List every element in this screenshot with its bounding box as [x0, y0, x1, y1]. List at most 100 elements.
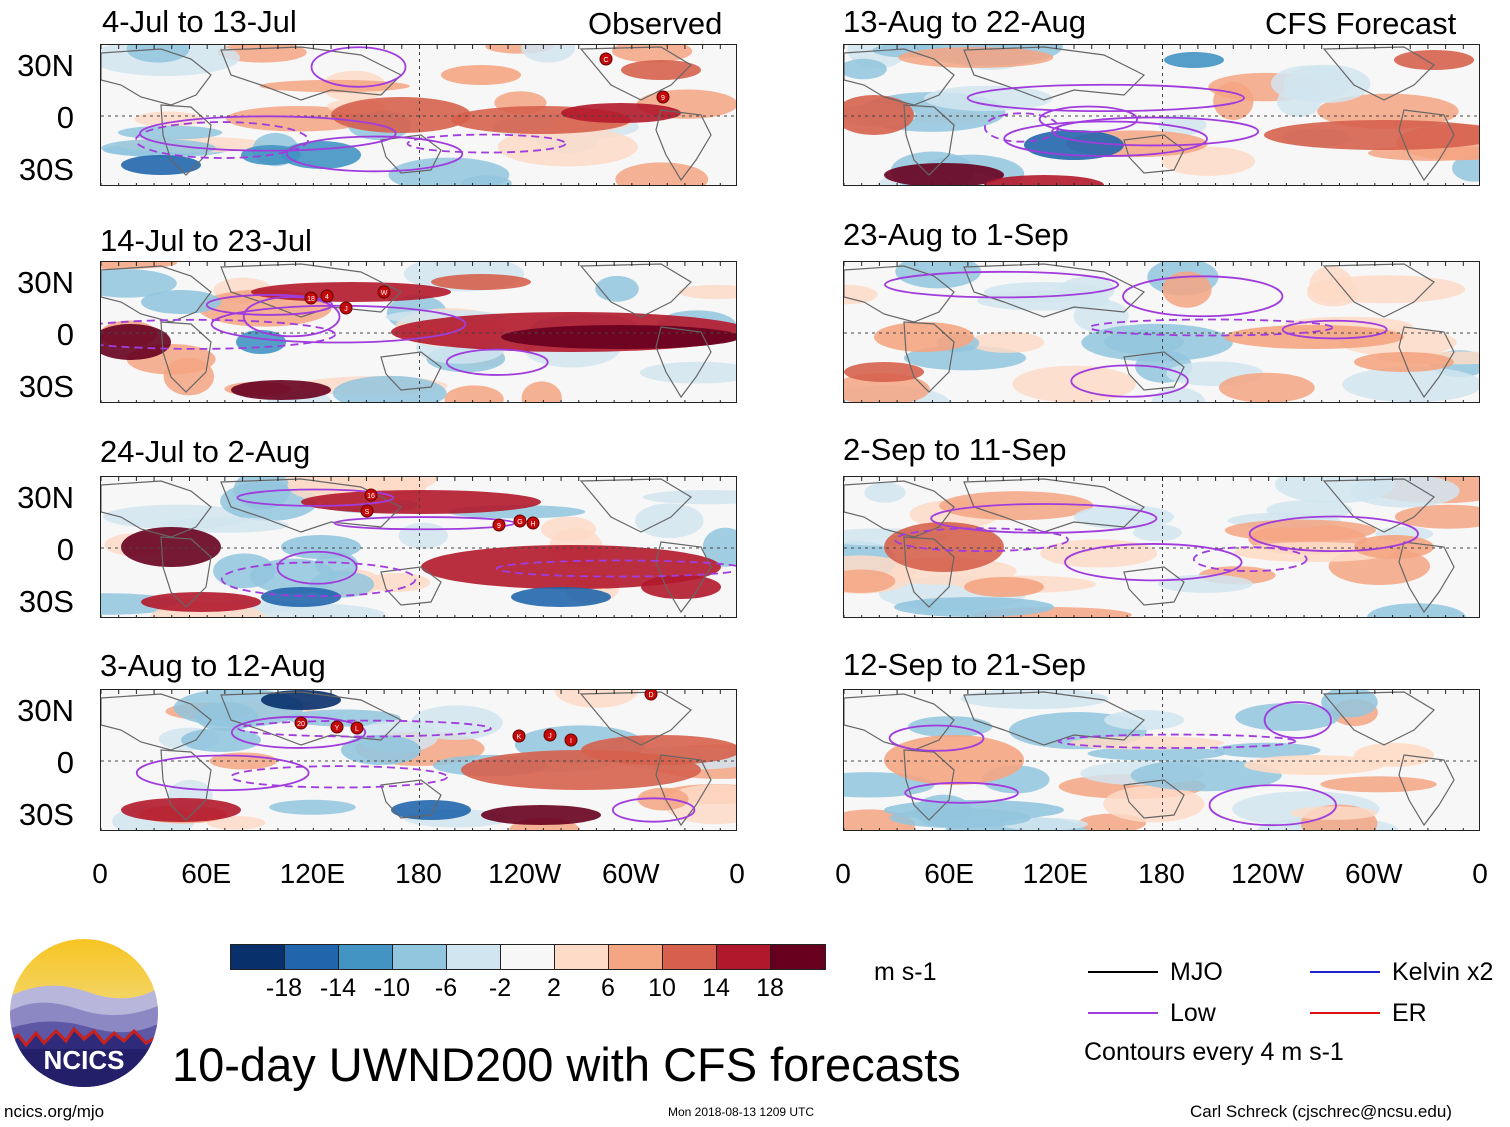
lon-label: 60W [602, 858, 660, 889]
storm-marker: J [543, 728, 557, 742]
svg-text:9: 9 [497, 523, 501, 530]
svg-text:J: J [548, 733, 552, 740]
legend-mjo-label: MJO [1170, 958, 1223, 986]
colorbar-tick-label: 14 [702, 974, 730, 1002]
lon-label: 0 [835, 858, 851, 889]
colorbar-tick-label: -6 [434, 974, 458, 1002]
storm-marker: 16 [364, 488, 378, 502]
forecast-panel-2-title: 23-Aug to 1-Sep [843, 217, 1069, 252]
legend-kelvin-label: Kelvin x2 [1392, 958, 1494, 986]
colorbar-units: m s-1 [874, 958, 937, 986]
storm-marker: K [512, 729, 526, 743]
lat-label: 0 [56, 532, 74, 567]
svg-text:C: C [603, 57, 608, 64]
svg-text:4: 4 [325, 294, 329, 301]
storm-marker: 9 [656, 90, 670, 104]
storm-marker: 4 [320, 289, 334, 303]
forecast-panel-1-map [843, 44, 1480, 186]
ncics-logo: NCICS [8, 937, 160, 1089]
lon-label: 0 [729, 858, 745, 889]
svg-text:I: I [570, 738, 572, 745]
colorbar-tick-label: -2 [488, 974, 512, 1002]
svg-text:K: K [517, 734, 522, 741]
storm-marker: 18 [304, 291, 318, 305]
forecast-header: CFS Forecast [1265, 6, 1457, 41]
colorbar-swatch [285, 945, 339, 969]
lat-label: 30N [17, 265, 74, 300]
legend-contours-note: Contours every 4 m s-1 [1084, 1038, 1344, 1066]
svg-text:20: 20 [297, 721, 305, 728]
lon-label: 0 [1472, 858, 1488, 889]
lon-label: 120E [279, 858, 346, 889]
colorbar-swatch [609, 945, 663, 969]
observed-panel-2-title: 14-Jul to 23-Jul [100, 223, 312, 258]
forecast-panel-4-map [843, 689, 1480, 831]
lat-label: 0 [56, 317, 74, 352]
storm-marker: L [350, 721, 364, 735]
forecast-panel-2-map [843, 261, 1480, 403]
lat-label: 30N [17, 480, 74, 515]
lat-label: 30S [18, 369, 74, 404]
lon-label: 180 [1138, 858, 1185, 889]
lon-label: 120W [488, 858, 562, 889]
storm-marker: H [526, 516, 540, 530]
footer-timestamp: Mon 2018-08-13 1209 UTC [668, 1105, 815, 1119]
lon-label: 120W [1231, 858, 1305, 889]
svg-text:Y: Y [335, 725, 340, 732]
observed-panel-3-title: 24-Jul to 2-Aug [100, 434, 311, 469]
forecast-panel-3-map [843, 476, 1480, 618]
storm-marker: G [513, 514, 527, 528]
lon-label: 60E [181, 858, 232, 889]
colorbar-swatch [447, 945, 501, 969]
colorbar-tick-label: -10 [373, 974, 411, 1002]
storm-marker: J [339, 301, 353, 315]
storm-marker: 20 [294, 716, 308, 730]
colorbar-tick-label: -18 [265, 974, 303, 1002]
colorbar-swatch [555, 945, 609, 969]
legend-low-label: Low [1170, 999, 1216, 1027]
lat-label: 30S [18, 797, 74, 832]
colorbar-tick-label: 10 [648, 974, 676, 1002]
svg-text:9: 9 [661, 95, 665, 102]
colorbar-swatch [771, 945, 825, 969]
svg-text:G: G [517, 519, 522, 526]
lon-label: 60W [1345, 858, 1403, 889]
svg-text:H: H [530, 521, 535, 528]
footer-url[interactable]: ncics.org/mjo [4, 1102, 105, 1121]
colorbar-tick-label: 2 [547, 974, 561, 1002]
lat-label: 30N [17, 693, 74, 728]
logo-text: NCICS [44, 1045, 125, 1075]
observed-panel-4-map: 20 Y L K J I D [100, 689, 737, 831]
svg-text:W: W [381, 290, 388, 297]
colorbar-swatch [231, 945, 285, 969]
observed-header: Observed [588, 6, 723, 41]
forecast-panel-1-title: 13-Aug to 22-Aug [843, 4, 1087, 39]
colorbar-swatch [393, 945, 447, 969]
lon-label: 180 [395, 858, 442, 889]
colorbar-tick-label: 18 [756, 974, 784, 1002]
footer-credit: Carl Schreck (cjschrec@ncsu.edu) [1190, 1102, 1452, 1121]
storm-marker: C [599, 52, 613, 66]
colorbar-swatch [717, 945, 771, 969]
svg-text:L: L [355, 726, 359, 733]
svg-text:16: 16 [367, 493, 375, 500]
lat-label: 30N [17, 48, 74, 83]
lat-label: 30S [18, 584, 74, 619]
lat-label: 0 [56, 100, 74, 135]
svg-text:18: 18 [307, 296, 315, 303]
lon-label: 60E [924, 858, 975, 889]
lat-label: 0 [56, 745, 74, 780]
storm-marker: I [564, 733, 578, 747]
storm-marker: W [377, 285, 391, 299]
observed-panel-2-map: 18 4 J W [100, 261, 737, 403]
colorbar-tick-label: -14 [319, 974, 357, 1002]
colorbar [230, 944, 826, 970]
legend-er-line [1310, 1012, 1380, 1014]
colorbar-tick-label: 6 [601, 974, 615, 1002]
observed-panel-4-title: 3-Aug to 12-Aug [100, 648, 326, 683]
storm-marker: D [644, 690, 658, 701]
storm-marker: Y [330, 720, 344, 734]
legend-er-label: ER [1392, 999, 1427, 1027]
colorbar-swatch [663, 945, 717, 969]
